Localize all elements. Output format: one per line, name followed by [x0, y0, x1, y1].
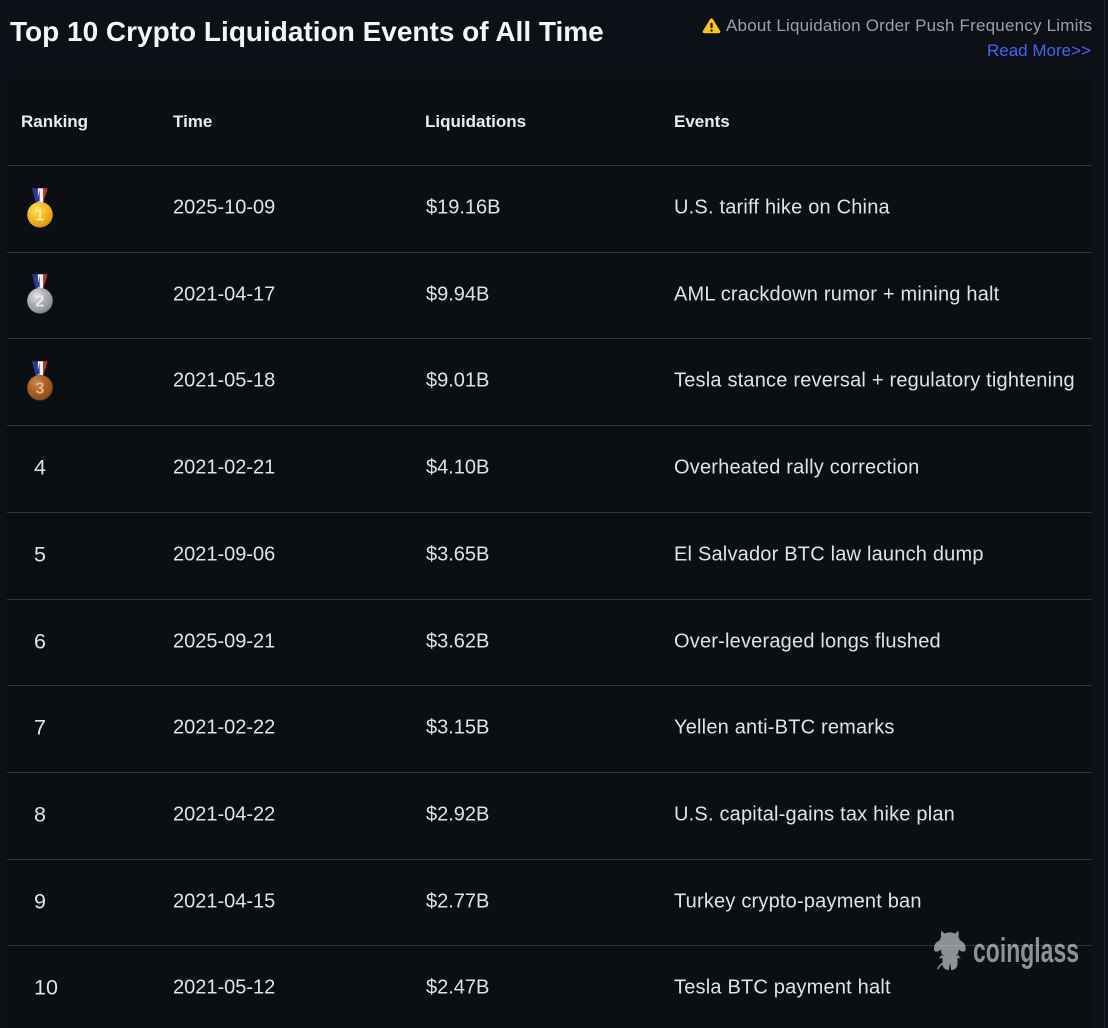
svg-text:3: 3 — [36, 381, 45, 398]
svg-text:3: 3 — [36, 380, 45, 397]
svg-text:1: 1 — [36, 207, 45, 224]
svg-text:2: 2 — [36, 294, 45, 311]
svg-text:1: 1 — [36, 208, 45, 225]
svg-text:2: 2 — [36, 294, 45, 311]
